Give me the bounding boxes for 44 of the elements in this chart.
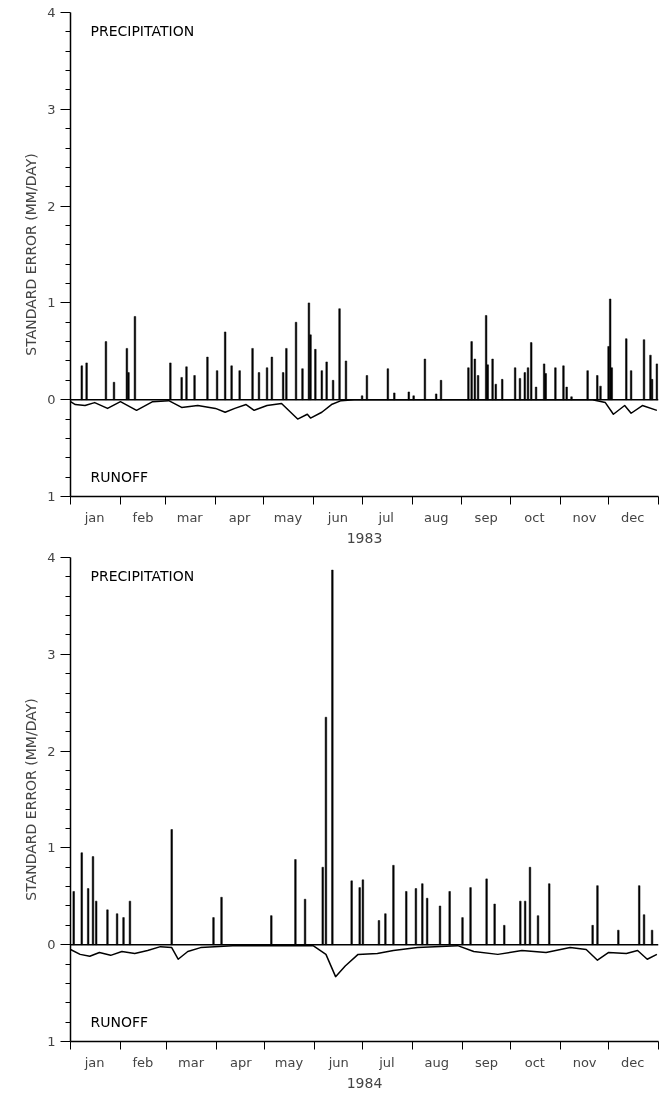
x-tick-label: aug <box>424 1054 450 1070</box>
y-tick-label: 3 <box>47 646 56 662</box>
y-tick-label: 4 <box>47 5 56 20</box>
x-tick-label: jun <box>327 1054 349 1070</box>
x-tick-label: jul <box>377 509 394 525</box>
x-tick-label: oct <box>524 509 545 525</box>
y-tick-label: 2 <box>47 743 56 759</box>
y-tick-label: 1 <box>47 489 56 504</box>
x-tick-label: jan <box>83 1054 105 1070</box>
x-tick-label: oct <box>524 1054 545 1070</box>
y-tick-label: 1 <box>47 295 56 311</box>
x-axis-title: 1983 <box>346 529 383 546</box>
y-tick-label: 4 <box>47 550 56 565</box>
x-tick-label: sep <box>474 509 498 525</box>
x-tick-label: feb <box>132 509 154 525</box>
x-axis-title: 1984 <box>346 1074 383 1091</box>
x-tick-label: aug <box>423 509 449 525</box>
x-tick-label: may <box>274 1054 304 1070</box>
y-tick-label: 1 <box>47 840 56 856</box>
x-tick-label: apr <box>230 1054 253 1070</box>
x-tick-label: mar <box>176 509 204 525</box>
x-tick-label: mar <box>178 1054 205 1070</box>
x-tick-label: dec <box>621 509 645 525</box>
y-tick-label: 0 <box>47 937 56 953</box>
x-tick-label: feb <box>132 1054 154 1070</box>
x-tick-label: nov <box>572 509 597 525</box>
x-tick-label: jul <box>378 1054 395 1070</box>
y-tick-label: 2 <box>47 198 56 214</box>
x-tick-label: sep <box>475 1054 499 1070</box>
annotation: RUNOFF <box>90 468 149 485</box>
annotation: PRECIPITATION <box>90 567 195 584</box>
annotation: PRECIPITATION <box>90 22 195 39</box>
x-tick-label: may <box>273 509 303 525</box>
x-tick-label: apr <box>228 509 252 525</box>
x-tick-label: dec <box>621 1054 645 1070</box>
x-tick-label: nov <box>572 1054 597 1070</box>
y-tick-label: 0 <box>47 392 56 408</box>
y-tick-label: 1 <box>47 1034 56 1049</box>
x-tick-label: jan <box>83 509 105 525</box>
annotation: RUNOFF <box>90 1013 149 1030</box>
y-tick-label: 3 <box>47 101 56 117</box>
y-axis-title: STANDARD ERROR (MM/DAY) <box>23 698 40 901</box>
y-axis-title: STANDARD ERROR (MM/DAY) <box>23 153 40 356</box>
x-tick-label: jun <box>326 509 348 525</box>
